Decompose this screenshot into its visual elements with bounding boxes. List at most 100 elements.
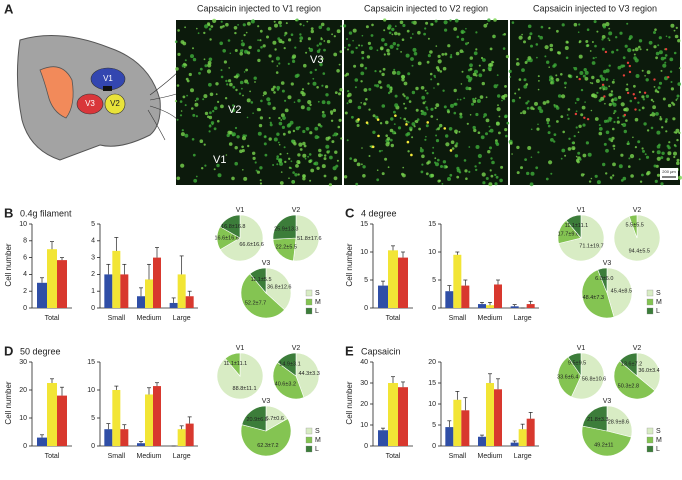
cell-dot <box>622 56 626 60</box>
cell-dot <box>485 132 488 136</box>
cell-dot <box>663 56 667 60</box>
cell-dot <box>288 177 290 179</box>
cell-dot <box>241 39 244 42</box>
cell-dot <box>286 123 291 128</box>
cell-dot <box>190 88 194 93</box>
slice-label: 36.8±12.6 <box>267 285 291 291</box>
cell-dot <box>458 130 461 133</box>
cell-dot <box>246 98 251 103</box>
cell-dot <box>642 98 646 101</box>
cell-dot <box>641 173 644 177</box>
marked-cell <box>443 127 447 130</box>
cell-dot <box>617 116 620 119</box>
cell-dot <box>593 20 597 24</box>
cell-dot <box>225 79 228 83</box>
cell-dot <box>420 170 424 174</box>
cell-dot <box>670 81 673 83</box>
cell-dot <box>478 161 481 165</box>
cell-dot <box>472 72 477 77</box>
cell-dot <box>294 46 297 49</box>
cell-dot <box>676 138 679 142</box>
cell-dot <box>548 66 550 68</box>
legend-swatch <box>305 427 313 435</box>
mouse-illustration: V1 V2 V3 <box>16 35 183 161</box>
error-bar <box>381 280 385 286</box>
cell-dot <box>497 104 499 107</box>
cell-dot <box>301 88 305 91</box>
cell-dot <box>604 86 608 91</box>
cell-dot <box>383 29 386 32</box>
cell-dot <box>176 118 179 121</box>
cell-dot <box>489 62 494 67</box>
cell-dot <box>469 114 472 116</box>
legend-label: L <box>656 446 660 453</box>
y-tick-label: 10 <box>428 401 436 408</box>
cell-dot <box>638 109 641 112</box>
cell-dot <box>530 128 533 131</box>
cell-dot <box>460 83 463 85</box>
panel-title: 4 degree <box>361 208 397 218</box>
cell-dot <box>192 113 196 117</box>
cell-dot <box>498 131 501 135</box>
cell-dot <box>409 128 413 132</box>
cell-dot <box>577 151 581 155</box>
cell-dot <box>667 151 672 156</box>
cell-dot <box>318 48 321 51</box>
cell-dot <box>338 63 341 66</box>
cell-dot <box>249 90 252 93</box>
cell-dot <box>465 177 468 180</box>
cell-dot <box>302 174 306 178</box>
cell-dot <box>641 147 644 150</box>
cell-dot <box>539 109 544 114</box>
cell-dot <box>578 23 581 26</box>
cell-dot <box>460 29 465 34</box>
marked-cell <box>664 48 668 51</box>
cell-dot <box>175 67 179 71</box>
cell-dot <box>627 48 632 53</box>
cell-dot <box>450 140 455 144</box>
cell-dot <box>453 102 457 106</box>
cell-dot <box>493 84 498 89</box>
cell-dot <box>459 98 462 101</box>
cell-dot <box>518 78 522 81</box>
cell-dot <box>280 81 285 85</box>
y-tick-label: 15 <box>428 380 436 387</box>
cell-dot <box>670 23 675 28</box>
cell-dot <box>276 65 279 67</box>
error-bar <box>512 304 517 307</box>
cell-dot <box>279 24 282 28</box>
error-bar <box>391 376 395 383</box>
cell-dot <box>652 100 655 103</box>
cell-dot <box>623 107 627 112</box>
marked-cell <box>603 95 606 98</box>
y-tick-label: 2 <box>91 271 95 278</box>
cell-dot <box>469 56 473 60</box>
cell-dot <box>445 165 448 169</box>
cell-dot <box>343 175 348 179</box>
cell-dot <box>401 172 404 176</box>
y-tick-label: 10 <box>87 387 95 394</box>
cell-dot <box>575 126 578 129</box>
cell-dot <box>550 172 553 175</box>
cell-dot <box>620 153 624 157</box>
cell-dot <box>438 179 441 182</box>
cell-dot <box>445 142 450 147</box>
cell-dot <box>641 106 645 110</box>
cell-dot <box>346 38 348 40</box>
error-bar <box>463 279 468 286</box>
cell-dot <box>283 34 286 37</box>
cell-dot <box>608 103 612 107</box>
cell-dot <box>496 74 499 76</box>
panel-title: 50 degree <box>20 346 61 356</box>
bar <box>398 387 408 446</box>
cell-dot <box>225 22 229 27</box>
cell-dot <box>347 90 350 93</box>
cell-dot <box>611 136 615 140</box>
cell-dot <box>307 37 311 41</box>
cell-dot <box>369 46 373 50</box>
cell-dot <box>320 22 325 27</box>
cell-dot <box>561 94 566 99</box>
cell-dot <box>323 157 327 161</box>
cell-dot <box>616 120 620 124</box>
cell-dot <box>603 69 607 74</box>
